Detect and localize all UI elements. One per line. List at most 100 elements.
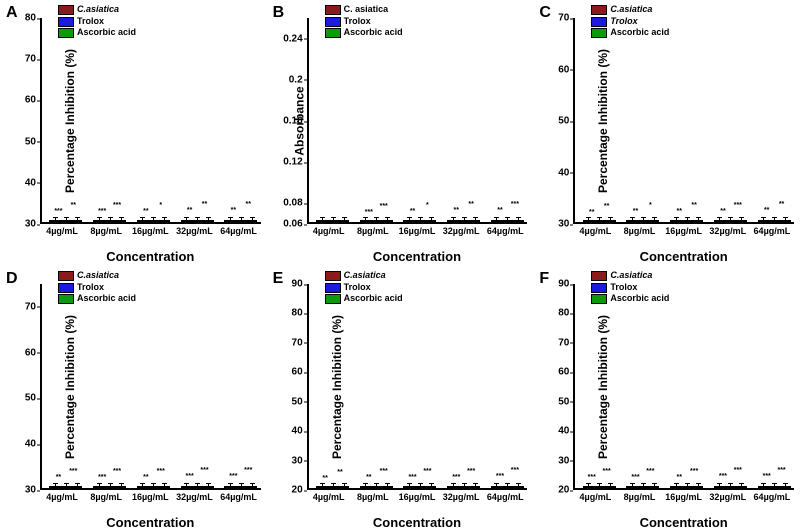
bar-group: *** [621, 220, 665, 222]
bar-c_asiatica [626, 486, 637, 488]
bar-ascorbic [513, 486, 524, 488]
y-tick: 60 [292, 367, 303, 378]
y-axis: 2030405060708090Percentage Inhibition (%… [533, 284, 573, 490]
bar-group: ***** [709, 220, 753, 222]
error-bar [333, 217, 334, 221]
bar-trolox [594, 220, 605, 222]
error-bar [719, 217, 720, 221]
bar-trolox [327, 220, 338, 222]
significance-marker: ** [231, 207, 236, 214]
bar-ascorbic [736, 220, 747, 222]
bar-ascorbic [246, 486, 257, 488]
error-bar [763, 483, 764, 487]
error-bar [730, 217, 731, 221]
error-bar [632, 217, 633, 221]
significance-marker: ** [497, 207, 502, 214]
bar-trolox [192, 220, 203, 222]
bar-group: ****** [354, 220, 398, 222]
error-bar [676, 483, 677, 487]
bar-ascorbic [513, 220, 524, 222]
bar-c_asiatica [137, 486, 148, 488]
error-bar [730, 483, 731, 487]
bar-c_asiatica [93, 220, 104, 222]
plot-area: ***************************** [573, 284, 794, 490]
error-bar [774, 217, 775, 221]
bars-container: **************************** [42, 284, 265, 488]
bars-container: ***************************** [575, 284, 798, 488]
significance-marker: *** [186, 473, 194, 480]
significance-marker: ** [337, 469, 342, 476]
legend-swatch [325, 271, 341, 281]
error-bar [599, 217, 600, 221]
x-tick: 64µg/mL [220, 492, 257, 502]
bar-group: ****** [88, 220, 132, 222]
y-tick: 50 [558, 396, 569, 407]
significance-marker: *** [54, 208, 62, 215]
x-axis-label: Concentration [373, 249, 461, 264]
significance-marker: * [426, 202, 429, 209]
error-bar [698, 483, 699, 487]
bar-ascorbic [605, 220, 616, 222]
error-bar [186, 483, 187, 487]
significance-marker: ** [187, 207, 192, 214]
error-bar [464, 217, 465, 221]
x-axis-label: Concentration [640, 249, 728, 264]
bar-group: ***** [44, 220, 88, 222]
legend-swatch [591, 5, 607, 15]
error-bar [344, 483, 345, 487]
error-bar [365, 483, 366, 487]
error-bar [99, 483, 100, 487]
bar-c_asiatica [93, 486, 104, 488]
bar-ascorbic [780, 486, 791, 488]
significance-marker: * [159, 202, 162, 209]
significance-marker: *** [646, 468, 654, 475]
bar-ascorbic [605, 486, 616, 488]
y-tick: 50 [558, 116, 569, 127]
bar-c_asiatica [224, 486, 235, 488]
error-bar [698, 217, 699, 221]
error-bar [252, 483, 253, 487]
significance-marker: *** [157, 468, 165, 475]
legend-label: C. asiatica [344, 4, 389, 16]
x-tick: 16µg/mL [399, 492, 436, 502]
significance-marker: *** [763, 473, 771, 480]
significance-marker: *** [98, 208, 106, 215]
panel-E: EC.asiaticaTroloxAscorbic acid2030405060… [267, 266, 534, 532]
significance-marker: *** [452, 474, 460, 481]
error-bar [475, 483, 476, 487]
significance-marker: ** [410, 208, 415, 215]
significance-marker: *** [408, 474, 416, 481]
significance-marker: *** [98, 474, 106, 481]
error-bar [376, 483, 377, 487]
significance-marker: *** [734, 202, 742, 209]
bar-group [311, 220, 355, 222]
error-bar [599, 483, 600, 487]
significance-marker: ** [143, 208, 148, 215]
bar-ascorbic [382, 486, 393, 488]
legend-label: C.asiatica [344, 270, 386, 282]
x-tick: 32µg/mL [709, 492, 746, 502]
bar-ascorbic [692, 486, 703, 488]
bar-group: *** [131, 220, 175, 222]
y-tick: 60 [25, 347, 36, 358]
error-bar [643, 217, 644, 221]
panel-A: AC.asiaticaTroloxAscorbic acid3040506070… [0, 0, 267, 266]
error-bar [763, 217, 764, 221]
bar-group: ***** [354, 486, 398, 488]
y-tick: 50 [292, 396, 303, 407]
significance-marker: *** [588, 474, 596, 481]
bar-ascorbic [425, 486, 436, 488]
error-bar [420, 217, 421, 221]
y-tick: 40 [25, 439, 36, 450]
error-bar [420, 483, 421, 487]
error-bar [518, 483, 519, 487]
bar-c_asiatica [670, 486, 681, 488]
significance-marker: *** [229, 473, 237, 480]
y-tick: 30 [25, 485, 36, 496]
x-tick: 4µg/mL [580, 226, 612, 236]
bar-ascorbic [780, 220, 791, 222]
x-tick: 16µg/mL [665, 226, 702, 236]
error-bar [687, 217, 688, 221]
significance-marker: *** [631, 474, 639, 481]
panel-D: DC.asiaticaTroloxAscorbic acid3040506070… [0, 266, 267, 532]
